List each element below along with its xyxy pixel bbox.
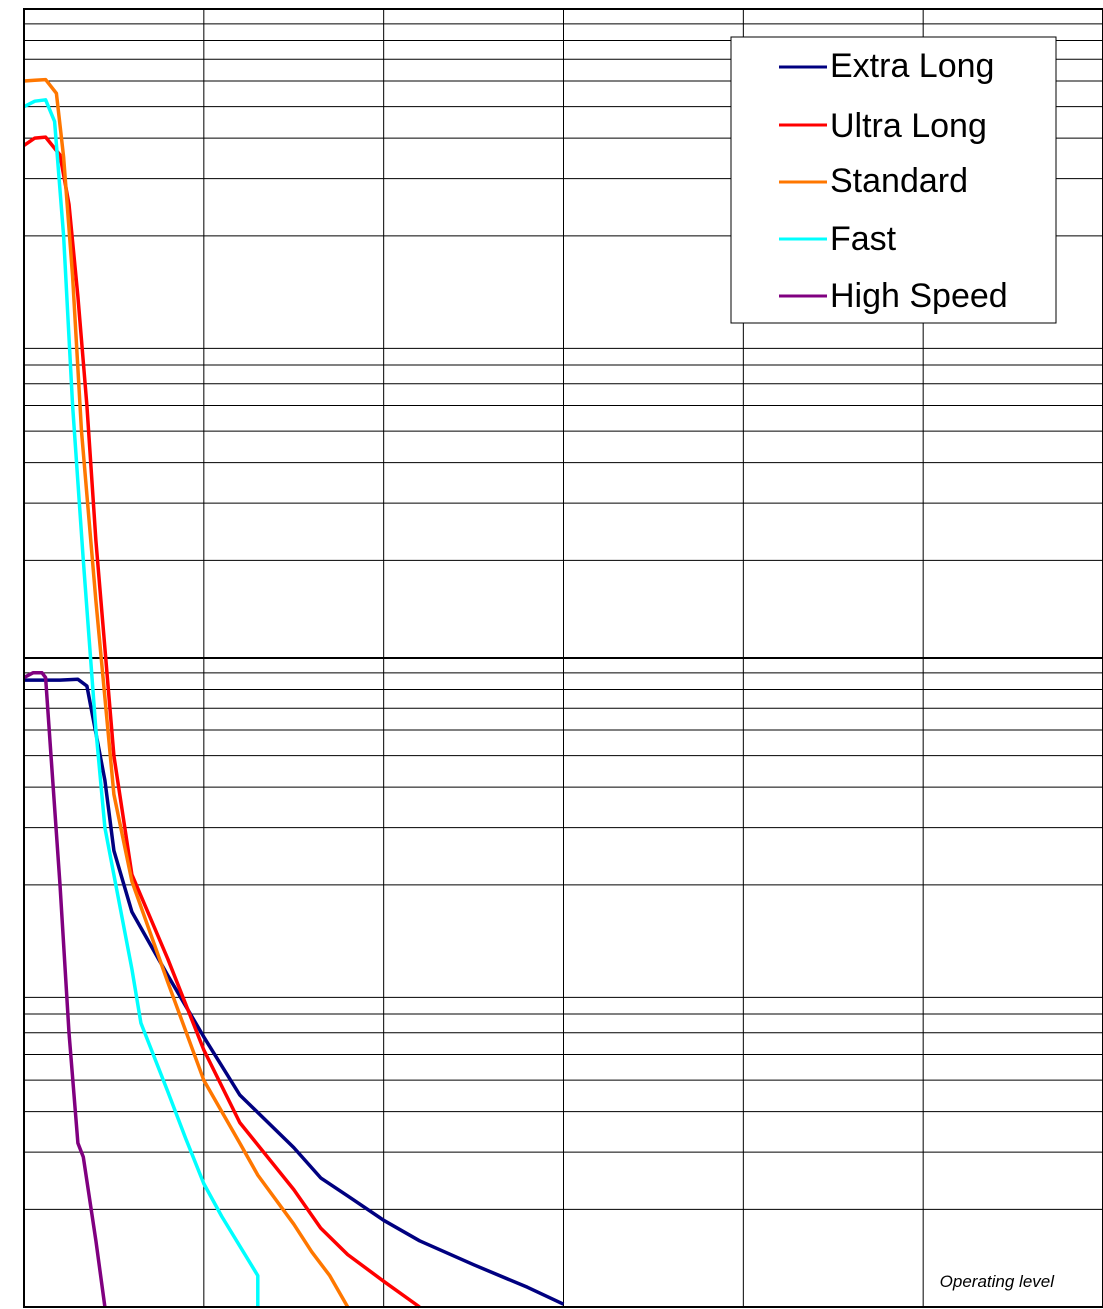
legend-label-high-speed: High Speed: [830, 277, 1008, 315]
legend-label-standard: Standard: [830, 162, 968, 200]
series-line-fast: [23, 98, 260, 1307]
legend-label-extra-long: Extra Long: [830, 47, 994, 85]
series-lines: [23, 77, 565, 1309]
legend-label-fast: Fast: [830, 220, 897, 258]
operating-level-annotation: Operating level: [940, 1272, 1056, 1291]
plot-border: [23, 8, 1103, 1308]
legend-box: [730, 36, 1057, 324]
chart-legend: Extra Long Ultra Long Standard Fast High…: [730, 36, 1057, 324]
series-line-standard: [23, 77, 350, 1308]
series-line-high-speed: [23, 671, 107, 1308]
series-line-extra-long: [24, 677, 565, 1306]
legend-label-ultra-long: Ultra Long: [830, 107, 987, 145]
